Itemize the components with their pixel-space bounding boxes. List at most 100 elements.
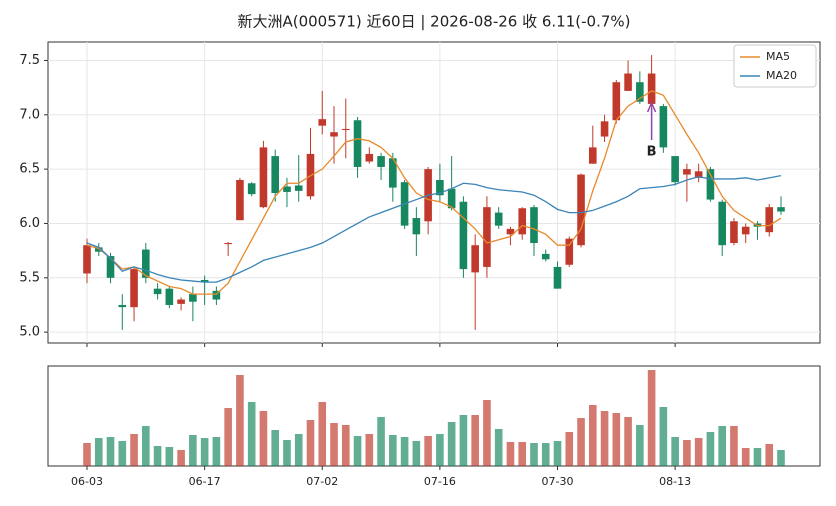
volume-bar xyxy=(165,447,174,466)
candle-body xyxy=(494,212,503,226)
x-tick-label: 07-02 xyxy=(306,475,338,488)
candle-body xyxy=(471,245,479,273)
candle-body xyxy=(247,183,256,195)
volume-bar xyxy=(518,442,527,466)
volume-bar xyxy=(294,434,303,466)
y-tick-label: 7.0 xyxy=(19,107,40,122)
volume-bar xyxy=(283,440,291,466)
candle-body xyxy=(200,279,209,283)
volume-bar xyxy=(189,435,197,466)
volume-bar xyxy=(577,418,585,466)
volume-bar xyxy=(588,405,597,466)
candle-body xyxy=(83,245,91,274)
candle-body xyxy=(153,288,162,295)
volume-bar xyxy=(530,443,538,466)
volume-bar xyxy=(259,411,268,466)
volume-bar xyxy=(683,440,691,466)
volume-bar xyxy=(236,375,244,466)
candle-body xyxy=(224,243,232,245)
volume-bar xyxy=(200,438,209,466)
candle-body xyxy=(365,153,374,162)
volume-bar xyxy=(483,400,491,466)
y-tick-label: 6.0 xyxy=(19,216,40,231)
volume-bar xyxy=(130,434,138,466)
volume-bar xyxy=(565,432,574,466)
legend-label: MA5 xyxy=(766,50,790,63)
annotation: B xyxy=(647,145,657,160)
candle-body xyxy=(294,185,303,191)
volume-bar xyxy=(306,420,315,466)
candle-body xyxy=(694,171,703,178)
candle-body xyxy=(94,247,103,252)
candle-body xyxy=(765,207,774,233)
volume-bar xyxy=(365,434,374,466)
y-tick-label: 5.5 xyxy=(19,270,40,285)
candle-body xyxy=(236,180,244,221)
volume-bar xyxy=(412,441,421,466)
volume-bar xyxy=(553,441,562,466)
volume-bar xyxy=(212,437,221,466)
volume-bar xyxy=(353,436,362,466)
x-tick-label: 06-03 xyxy=(71,475,103,488)
candle-body xyxy=(106,256,115,278)
candle-body xyxy=(518,208,527,235)
x-tick-label: 06-17 xyxy=(189,475,221,488)
volume-bar xyxy=(741,448,750,466)
x-tick-label: 07-30 xyxy=(542,475,574,488)
ma-line xyxy=(86,175,782,283)
candle-body xyxy=(718,201,726,246)
volume-bar xyxy=(459,415,468,466)
volume-bar xyxy=(142,426,150,466)
volume-bar xyxy=(624,417,632,466)
candle-body xyxy=(647,73,656,104)
candle-body xyxy=(142,249,150,278)
candle-body xyxy=(577,174,585,246)
candle-body xyxy=(189,294,197,302)
volume-bar xyxy=(94,438,103,466)
x-tick-label: 07-16 xyxy=(424,475,456,488)
volume-bar xyxy=(671,437,679,466)
candle-body xyxy=(271,156,280,194)
annotation-arrowhead xyxy=(646,101,657,113)
volume-bar xyxy=(436,434,444,466)
candle-body xyxy=(436,180,444,196)
candle-body xyxy=(530,207,538,244)
candle-body xyxy=(330,132,338,137)
candle-body xyxy=(165,288,174,305)
volume-bar xyxy=(400,437,409,466)
candle-body xyxy=(612,82,621,121)
candle-body xyxy=(588,147,597,164)
candle-body xyxy=(412,218,421,235)
candle-body xyxy=(283,186,291,192)
candle-body xyxy=(353,120,362,167)
volume-bar xyxy=(718,426,726,466)
candle-body xyxy=(565,238,574,265)
candle-body xyxy=(506,228,515,235)
volume-bar xyxy=(647,370,656,466)
volume-bar xyxy=(777,450,785,466)
candle-body xyxy=(377,156,385,167)
candle-body xyxy=(600,121,609,137)
volume-bar xyxy=(447,422,456,466)
x-tick-label: 08-13 xyxy=(659,475,691,488)
candle-body xyxy=(553,266,562,289)
volume-bar xyxy=(541,443,550,466)
candle-body xyxy=(130,269,138,308)
volume-bar xyxy=(118,441,127,466)
volume-bar xyxy=(636,425,644,466)
volume-frame xyxy=(47,365,821,467)
candle-body xyxy=(683,169,691,175)
candle-body xyxy=(177,299,185,304)
volume-bar xyxy=(765,444,774,466)
volume-bar xyxy=(389,435,397,466)
volume-bar xyxy=(659,407,668,466)
volume-bar xyxy=(753,448,762,466)
candle-body xyxy=(541,253,550,260)
candle-body xyxy=(730,221,738,244)
volume-bar xyxy=(494,429,503,466)
volume-bar xyxy=(694,438,703,466)
candle-body xyxy=(671,156,679,183)
volume-bar xyxy=(318,402,327,466)
volume-bar xyxy=(424,436,432,466)
volume-bar xyxy=(506,442,515,466)
